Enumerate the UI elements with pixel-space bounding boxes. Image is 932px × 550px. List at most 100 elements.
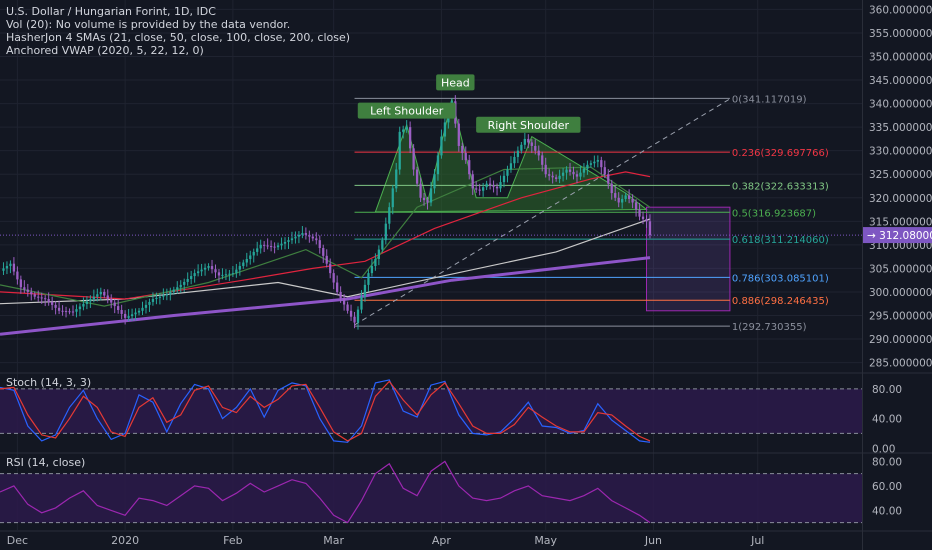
- candle-body: [443, 122, 447, 137]
- stoch-line-%K: [0, 379, 651, 443]
- candle-body: [276, 245, 280, 248]
- candle-body: [19, 279, 22, 288]
- price-tick-label: 315.000000: [869, 216, 932, 228]
- price-tick-label: 340.000000: [869, 99, 932, 111]
- candle-body: [412, 148, 415, 170]
- candle-body: [311, 236, 314, 239]
- candle-body: [464, 153, 467, 161]
- price-tick-label: 320.000000: [869, 193, 932, 205]
- candle-body: [492, 185, 495, 187]
- candle-body: [89, 299, 92, 302]
- candle-body: [436, 155, 440, 175]
- candle-body: [603, 167, 606, 175]
- candle-body: [614, 193, 617, 198]
- stoch-tick-label: 40.00: [872, 414, 902, 426]
- candle-body: [210, 266, 214, 270]
- candle-body: [231, 273, 235, 275]
- candle-body: [287, 240, 290, 242]
- candle-body: [419, 183, 422, 198]
- fib-level-label: 1(292.730355): [732, 322, 807, 333]
- candle-body: [245, 258, 248, 263]
- candle-body: [398, 131, 401, 170]
- candle-body: [61, 310, 64, 312]
- candle-body: [106, 295, 109, 300]
- candle-body: [304, 233, 308, 235]
- candle-body: [631, 198, 634, 203]
- candle-body: [367, 273, 370, 285]
- candle-body: [179, 284, 182, 288]
- candle-body: [353, 316, 356, 323]
- candle-body: [50, 301, 54, 305]
- price-tick-label: 355.000000: [869, 28, 932, 40]
- time-tick-label: 2020: [111, 534, 139, 547]
- candle-body: [214, 269, 217, 273]
- candle-body: [541, 155, 544, 165]
- candle-body: [568, 169, 572, 172]
- candle-body: [645, 218, 648, 222]
- candle-body: [12, 263, 16, 272]
- candle-body: [561, 172, 565, 176]
- candle-body: [294, 236, 297, 239]
- candle-body: [57, 307, 61, 311]
- candle-body: [329, 263, 332, 274]
- candle-body: [134, 312, 137, 315]
- candle-body: [200, 269, 203, 272]
- candle-body: [593, 161, 596, 164]
- candle-body: [16, 271, 19, 280]
- candle-body: [332, 273, 335, 283]
- candle-body: [548, 174, 551, 176]
- candle-body: [44, 298, 47, 300]
- candle-body: [596, 160, 599, 162]
- candle-body: [82, 303, 85, 307]
- rsi-line: [0, 460, 651, 524]
- candle-body: [339, 291, 342, 299]
- candle-body: [523, 138, 526, 145]
- candle-body: [363, 284, 367, 297]
- price-tick-label: 360.000000: [869, 4, 932, 16]
- candle-body: [610, 183, 613, 194]
- candle-body: [141, 307, 144, 311]
- candle-body: [537, 150, 540, 156]
- price-tick-label: 325.000000: [869, 169, 932, 181]
- candle-body: [256, 248, 259, 252]
- candle-body: [554, 177, 558, 179]
- projection-box: [646, 206, 731, 312]
- oscillator-bands: [0, 388, 862, 524]
- candle-body: [318, 240, 321, 248]
- candle-body: [648, 221, 652, 236]
- price-tick-label: 305.000000: [869, 263, 932, 275]
- candle-body: [360, 296, 363, 310]
- stoch-pane-title: Stoch (14, 3, 3): [6, 376, 92, 389]
- candle-body: [283, 241, 287, 244]
- candle-body: [68, 311, 71, 313]
- time-tick-label: Mar: [323, 534, 344, 547]
- head-and-shoulders-pattern: [374, 98, 731, 312]
- axes: 285.000000 290.000000 295.000000 300.000000…: [0, 4, 932, 547]
- candle-body: [75, 309, 78, 312]
- candle-body: [280, 243, 283, 246]
- candle-body: [485, 183, 488, 188]
- candle-body: [92, 296, 95, 300]
- candle-body: [158, 296, 162, 298]
- price-tick-label: 335.000000: [869, 122, 932, 134]
- candle-body: [627, 195, 631, 199]
- candle-body: [582, 168, 586, 173]
- candle-body: [634, 202, 638, 210]
- candle-body: [23, 287, 26, 290]
- time-tick-label: Feb: [223, 534, 242, 547]
- candle-body: [144, 304, 148, 308]
- candle-body: [374, 258, 377, 267]
- candle-body: [391, 188, 394, 208]
- candle-body: [137, 310, 141, 313]
- candle-body: [384, 223, 387, 241]
- sma-line-sma_green: [0, 166, 651, 307]
- rsi-tick-label: 80.00: [872, 456, 902, 468]
- candle-body: [165, 294, 168, 296]
- candle-body: [130, 314, 134, 317]
- stoch-line-%D: [0, 380, 651, 442]
- candle-body: [301, 233, 304, 235]
- candle-body: [315, 238, 318, 241]
- price-tick-label: 285.000000: [869, 358, 932, 370]
- candle-body: [572, 171, 575, 175]
